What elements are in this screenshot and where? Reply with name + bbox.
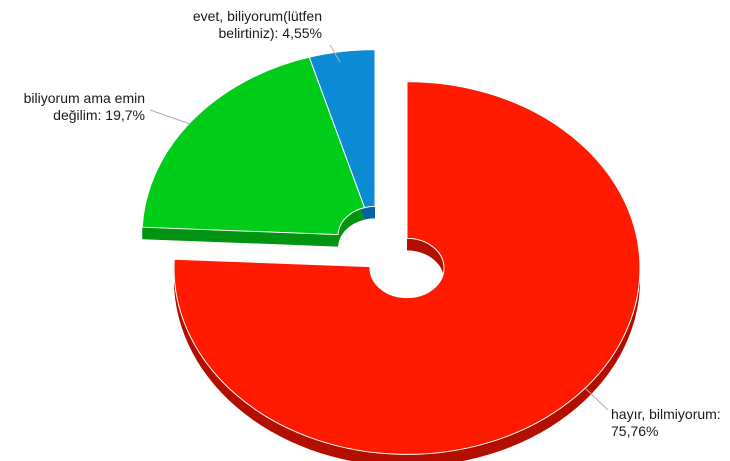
leader-line-1 [149,109,191,125]
slice-2 [308,49,376,209]
label-biliyorum-ama-emin-degilim: biliyorum ama emin değilim: 19,7% [23,90,145,123]
label-evet-biliyorum: evet, biliyorum(lütfen belirtiniz): 4,55… [192,8,322,41]
leader-line-2 [329,44,341,63]
label-hayir-bilmiyorum: hayır, bilmiyorum: 75,76% [611,406,721,439]
slice-0 [173,81,641,455]
slice-1 [141,56,366,236]
leader-line-0 [584,387,609,411]
